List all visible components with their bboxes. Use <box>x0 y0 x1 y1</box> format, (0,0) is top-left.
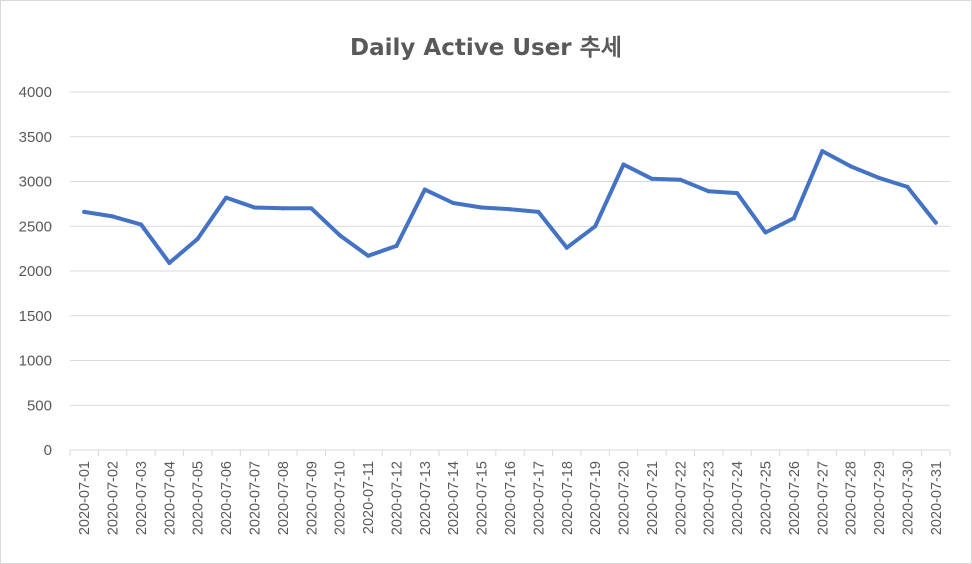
data-point <box>933 220 938 225</box>
data-point <box>280 206 285 211</box>
data-point <box>366 253 371 258</box>
x-tick-label: 2020-07-27 <box>815 461 831 535</box>
data-point <box>791 216 796 221</box>
x-tick-label: 2020-07-05 <box>191 461 207 535</box>
x-tick-label: 2020-07-23 <box>702 461 718 535</box>
x-tick-label: 2020-07-22 <box>673 461 689 535</box>
data-point <box>394 243 399 248</box>
chart-title: Daily Active User 추세 <box>350 35 622 61</box>
data-point <box>593 224 598 229</box>
x-tick-label: 2020-07-09 <box>304 461 320 535</box>
y-tick-label: 2500 <box>19 218 52 235</box>
x-tick-label: 2020-07-15 <box>475 461 491 535</box>
x-tick-label: 2020-07-31 <box>929 461 945 535</box>
x-tick-label: 2020-07-20 <box>617 461 633 535</box>
x-tick-label: 2020-07-17 <box>531 461 547 535</box>
data-point <box>706 189 711 194</box>
y-tick-label: 4000 <box>19 84 52 101</box>
y-tick-label: 2000 <box>19 263 52 280</box>
series-line <box>82 149 938 265</box>
x-tick-label: 2020-07-11 <box>361 461 377 534</box>
data-point <box>649 176 654 181</box>
x-tick-label: 2020-07-03 <box>134 461 150 535</box>
x-tick-label: 2020-07-30 <box>900 461 916 535</box>
x-tick-label: 2020-07-04 <box>162 461 178 535</box>
data-point <box>536 209 541 214</box>
y-tick-label: 1500 <box>19 308 52 325</box>
y-tick-label: 3000 <box>19 174 52 191</box>
data-point <box>820 149 825 154</box>
data-point <box>422 187 427 192</box>
x-tick-label: 2020-07-12 <box>389 461 405 535</box>
x-tick-label: 2020-07-14 <box>446 461 462 535</box>
data-point <box>877 175 882 180</box>
data-point <box>621 162 626 167</box>
x-tick-label: 2020-07-28 <box>844 461 860 535</box>
x-tick-label: 2020-07-01 <box>77 461 93 535</box>
x-tick-label: 2020-07-06 <box>219 461 235 535</box>
data-point <box>309 206 314 211</box>
data-point <box>224 195 229 200</box>
x-tick-label: 2020-07-16 <box>503 461 519 535</box>
data-point <box>479 205 484 210</box>
x-tick-label: 2020-07-10 <box>333 461 349 535</box>
x-tick-label: 2020-07-29 <box>872 461 888 535</box>
x-tick-label: 2020-07-19 <box>588 461 604 535</box>
data-point <box>195 236 200 241</box>
x-tick-label: 2020-07-02 <box>106 461 122 535</box>
y-tick-label: 500 <box>27 397 52 414</box>
data-point <box>167 260 172 265</box>
x-tick-label: 2020-07-08 <box>276 461 292 535</box>
data-point <box>564 245 569 250</box>
data-point <box>848 164 853 169</box>
data-point <box>451 200 456 205</box>
data-point <box>905 184 910 189</box>
x-tick-label: 2020-07-21 <box>645 461 661 535</box>
x-tick-label: 2020-07-25 <box>758 461 774 535</box>
data-point <box>138 222 143 227</box>
x-tick-label: 2020-07-13 <box>418 461 434 535</box>
y-tick-label: 3500 <box>19 129 52 146</box>
data-point <box>678 177 683 182</box>
data-point <box>110 214 115 219</box>
data-point <box>337 233 342 238</box>
data-point <box>735 191 740 196</box>
y-tick-label: 1000 <box>19 353 52 370</box>
x-tick-label: 2020-07-07 <box>248 461 264 535</box>
x-tick-label: 2020-07-24 <box>730 461 746 535</box>
x-tick-label: 2020-07-18 <box>560 461 576 535</box>
data-point <box>508 207 512 212</box>
x-tick-label: 2020-07-26 <box>787 461 803 535</box>
y-tick-label: 0 <box>44 442 52 459</box>
data-point <box>763 230 768 235</box>
data-point <box>82 209 87 214</box>
data-point <box>252 205 257 210</box>
